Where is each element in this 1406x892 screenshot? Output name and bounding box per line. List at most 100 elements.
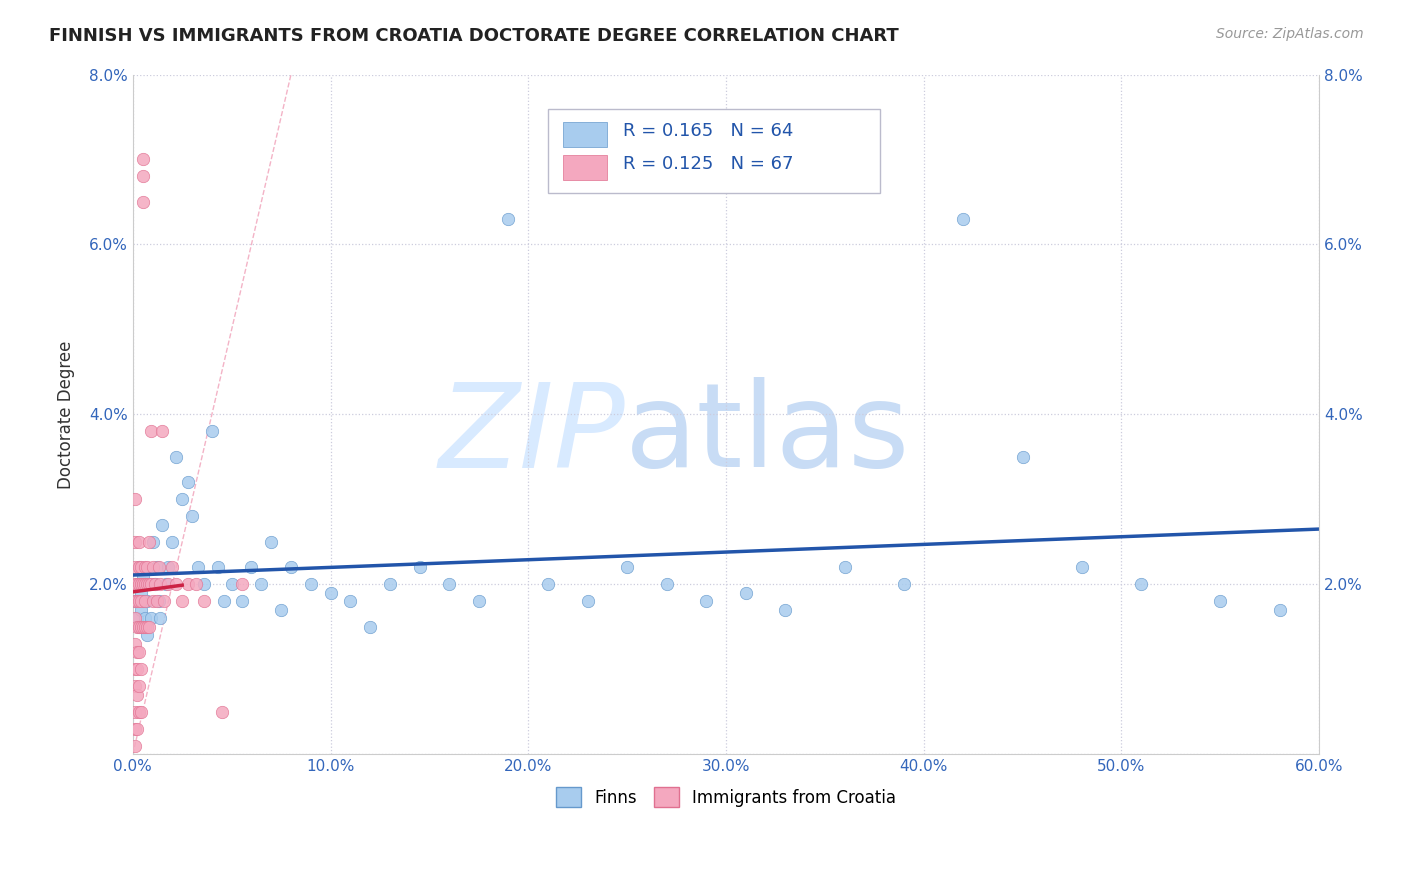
Point [339,594,361,608]
Point [834,560,856,574]
Point [177,577,200,591]
Point [201,425,224,439]
Point [128,645,150,659]
Point [359,620,381,634]
Point [299,577,322,591]
Point [124,594,146,608]
Point [135,620,157,634]
Point [124,611,146,625]
Point [134,577,156,591]
Point [184,577,207,591]
Point [143,577,166,591]
Point [142,560,165,574]
Point [280,560,302,574]
Point [135,628,157,642]
Point [193,577,215,591]
Point [139,425,162,439]
Point [135,560,157,574]
Point [138,534,160,549]
Point [125,611,148,625]
Point [129,560,152,574]
Legend: Finns, Immigrants from Croatia: Finns, Immigrants from Croatia [550,780,903,814]
Point [128,705,150,719]
Point [124,492,146,507]
Point [319,586,342,600]
Point [172,594,194,608]
Point [128,560,150,574]
Point [138,577,160,591]
Point [129,594,152,608]
Point [231,594,253,608]
Text: Source: ZipAtlas.com: Source: ZipAtlas.com [1216,27,1364,41]
Point [134,594,156,608]
Point [124,577,146,591]
Point [131,577,153,591]
Point [270,603,292,617]
Point [124,560,146,574]
Point [187,560,209,574]
Point [145,560,167,574]
Point [131,594,153,608]
Point [148,560,170,574]
FancyBboxPatch shape [548,109,880,194]
Point [148,594,170,608]
Point [165,450,187,464]
Point [165,577,187,591]
Point [128,534,150,549]
Y-axis label: Doctorate Degree: Doctorate Degree [58,340,75,489]
Point [124,594,146,608]
Point [408,560,430,574]
Point [131,620,153,634]
Point [537,577,560,591]
Point [124,637,146,651]
Point [437,577,460,591]
Point [152,517,174,532]
Point [125,662,148,676]
Point [157,577,180,591]
Point [157,560,180,574]
Point [131,569,153,583]
Point [125,577,148,591]
Point [129,620,152,634]
Point [172,492,194,507]
Point [250,577,273,591]
Point [231,577,253,591]
Text: R = 0.125   N = 67: R = 0.125 N = 67 [623,154,793,172]
Point [128,679,150,693]
Point [498,211,520,226]
Point [378,577,401,591]
Point [135,577,157,591]
Point [129,662,152,676]
Point [134,620,156,634]
Point [576,594,599,608]
Point [212,594,235,608]
Point [124,534,146,549]
Point [131,194,153,209]
Point [655,577,678,591]
Point [131,153,153,167]
Point [155,577,177,591]
Point [149,577,172,591]
Point [124,705,146,719]
Point [124,679,146,693]
Point [134,611,156,625]
Point [260,534,283,549]
Point [616,560,638,574]
Point [134,560,156,574]
Point [162,560,184,574]
Point [125,688,148,702]
Point [124,662,146,676]
Point [775,603,797,617]
Point [1070,560,1092,574]
Point [134,577,156,591]
Point [129,603,152,617]
Point [143,577,166,591]
Point [125,645,148,659]
Point [131,169,153,184]
Point [129,586,152,600]
FancyBboxPatch shape [564,154,607,180]
Point [468,594,491,608]
Point [128,620,150,634]
Point [1209,594,1232,608]
Point [129,577,152,591]
